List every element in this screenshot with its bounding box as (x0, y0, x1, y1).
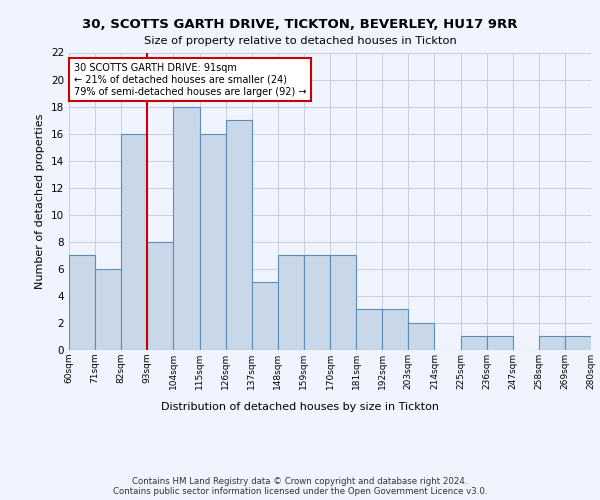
Bar (461, 336, 487, 350)
Bar (200, 134, 226, 350)
Bar (95, 269, 121, 350)
Bar (252, 282, 278, 350)
Bar (121, 134, 148, 350)
Bar (226, 120, 252, 350)
Bar (408, 323, 434, 350)
Bar (330, 256, 356, 350)
Bar (69, 256, 95, 350)
Text: 30, SCOTTS GARTH DRIVE, TICKTON, BEVERLEY, HU17 9RR: 30, SCOTTS GARTH DRIVE, TICKTON, BEVERLE… (82, 18, 518, 30)
Bar (487, 336, 512, 350)
Bar (539, 336, 565, 350)
Bar (356, 310, 382, 350)
Y-axis label: Number of detached properties: Number of detached properties (35, 114, 46, 289)
Text: Distribution of detached houses by size in Tickton: Distribution of detached houses by size … (161, 402, 439, 412)
Bar (565, 336, 591, 350)
Text: Size of property relative to detached houses in Tickton: Size of property relative to detached ho… (143, 36, 457, 46)
Bar (382, 310, 408, 350)
Bar (278, 256, 304, 350)
Bar (173, 106, 199, 350)
Bar (304, 256, 330, 350)
Text: 30 SCOTTS GARTH DRIVE: 91sqm
← 21% of detached houses are smaller (24)
79% of se: 30 SCOTTS GARTH DRIVE: 91sqm ← 21% of de… (74, 64, 306, 96)
Bar (148, 242, 173, 350)
Text: Contains HM Land Registry data © Crown copyright and database right 2024.
Contai: Contains HM Land Registry data © Crown c… (113, 476, 487, 496)
